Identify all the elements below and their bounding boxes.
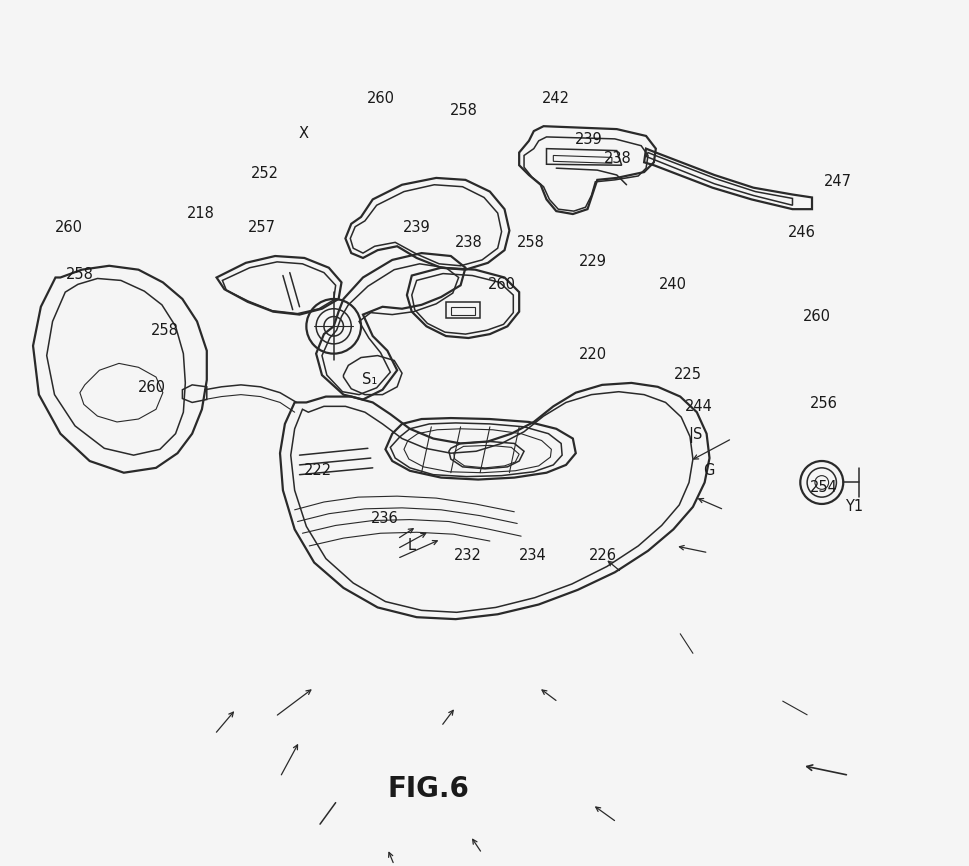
Text: 252: 252 [251,165,279,181]
Text: 240: 240 [658,277,686,293]
Text: 238: 238 [603,151,631,165]
Text: 222: 222 [304,463,332,478]
Text: 258: 258 [151,323,178,338]
Text: |S: |S [687,427,702,443]
Text: 260: 260 [801,309,829,325]
Text: FIG.6: FIG.6 [387,775,469,803]
Text: 232: 232 [453,548,482,563]
Text: 244: 244 [684,399,712,414]
Text: 254: 254 [809,481,837,495]
Text: 229: 229 [578,254,607,268]
Text: 258: 258 [450,103,478,118]
Text: 247: 247 [823,174,851,189]
Text: 238: 238 [454,235,483,250]
Text: Y1: Y1 [844,499,862,514]
Text: S₁: S₁ [361,372,377,387]
Text: 226: 226 [588,548,615,563]
Text: 220: 220 [578,346,607,362]
Text: 234: 234 [518,548,546,563]
Text: 257: 257 [247,220,275,235]
Text: 239: 239 [575,132,603,147]
Text: 246: 246 [787,225,815,240]
Text: 260: 260 [487,277,516,293]
Text: 218: 218 [187,206,215,222]
Text: 258: 258 [66,268,94,282]
Text: 260: 260 [138,380,166,396]
Text: 225: 225 [672,367,701,382]
Text: 260: 260 [366,91,394,107]
Text: G: G [703,463,713,478]
Text: 260: 260 [54,220,82,235]
Text: L: L [407,538,415,553]
Text: 258: 258 [516,235,544,250]
Text: 236: 236 [370,511,398,526]
Text: 242: 242 [542,91,570,107]
Text: 239: 239 [402,220,430,235]
Text: 256: 256 [809,396,837,410]
Text: X: X [297,126,308,141]
